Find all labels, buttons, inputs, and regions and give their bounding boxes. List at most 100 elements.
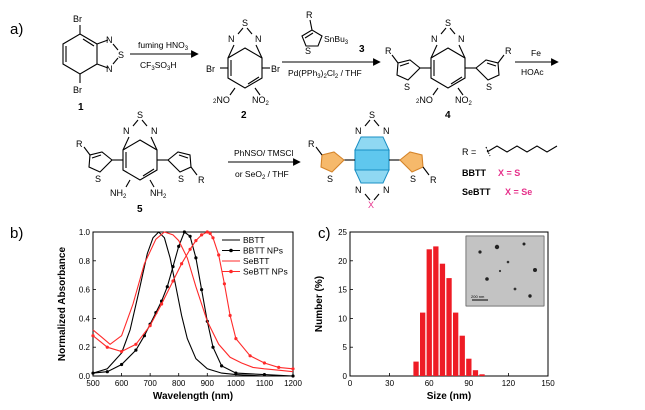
data-point-sebtt-nps: [248, 354, 252, 358]
atom-n: N: [431, 34, 438, 44]
data-point-bbtt-nps: [182, 230, 186, 234]
data-point-bbtt-nps: [291, 374, 295, 378]
svg-text:PhNSO/ TMSCl: PhNSO/ TMSCl: [234, 148, 293, 158]
panel-label-a: a): [10, 21, 23, 38]
data-point-bbtt-nps: [171, 265, 175, 269]
atom-s: S: [445, 18, 451, 28]
data-point-sebtt-nps: [160, 302, 164, 306]
data-point-sebtt-nps: [134, 342, 138, 346]
size-y-tick-label: 25: [338, 228, 347, 237]
atom-n: N: [123, 126, 130, 136]
data-point-sebtt-nps: [262, 361, 266, 365]
reaction-arrow-1: fuming HNO3 CF3SO3H: [130, 40, 199, 72]
abs-x-tick-label: 1200: [284, 379, 302, 388]
data-point-sebtt-nps: [291, 367, 295, 371]
sebtt-x-definition: X = Se: [505, 187, 532, 197]
compound-label-1: 1: [78, 102, 84, 113]
data-point-bbtt-nps: [91, 371, 95, 375]
data-point-bbtt-nps: [165, 285, 169, 289]
data-point-bbtt-nps: [105, 370, 109, 374]
compound-label-4: 4: [445, 110, 451, 121]
size-x-tick-label: 0: [348, 379, 353, 388]
data-point-sebtt-nps: [211, 236, 215, 240]
atom-s: S: [95, 174, 101, 184]
histogram-bar: [413, 361, 419, 376]
data-point-bbtt-nps: [120, 362, 124, 367]
atom-r: R: [308, 139, 315, 149]
product-btt: N N S N N X S R S R: [308, 110, 437, 210]
data-point-sebtt-nps: [105, 345, 109, 349]
size-y-tick-label: 15: [338, 286, 347, 295]
histogram-bar: [420, 312, 426, 376]
size-y-tick-label: 10: [338, 314, 347, 323]
r-group-legend: R = BBTT X = S SeBTT X = Se: [462, 145, 558, 197]
size-y-tick-label: 20: [338, 257, 347, 266]
atom-br: Br: [73, 85, 82, 95]
series-line-sebtt-nps: [92, 231, 294, 370]
atom-r: R: [306, 10, 313, 20]
data-point-bbtt-nps: [177, 244, 181, 248]
histogram-bar: [433, 246, 439, 376]
atom-n: N: [106, 64, 113, 74]
data-point-sebtt-nps: [208, 231, 212, 235]
data-point-bbtt-nps: [234, 371, 238, 375]
atom-n: N: [228, 34, 235, 44]
tributyltin-group: SnBu3: [324, 34, 349, 46]
data-point-sebtt-nps: [222, 282, 226, 286]
compound-label-2: 2: [241, 110, 247, 121]
compound-label-5: 5: [137, 204, 143, 215]
size-x-tick-label: 30: [385, 379, 394, 388]
histogram-bar: [459, 335, 465, 376]
sebtt-name: SeBTT: [462, 187, 491, 197]
amine-group: NH2: [150, 188, 167, 200]
atom-s: S: [118, 50, 124, 60]
data-point-sebtt-nps: [217, 253, 221, 257]
atom-br: Br: [206, 64, 215, 74]
nitro-group: NO2: [455, 95, 473, 107]
svg-text:Fe: Fe: [531, 48, 541, 58]
y-axis-label: Number (%): [314, 276, 325, 332]
svg-text:Pd(PPh3)2Cl2 / THF: Pd(PPh3)2Cl2 / THF: [288, 68, 362, 80]
abs-x-tick-label: 800: [172, 379, 186, 388]
abs-x-tick-label: 700: [143, 379, 157, 388]
svg-text:CF3SO3H: CF3SO3H: [140, 60, 176, 72]
data-point-sebtt-nps: [200, 233, 204, 237]
data-point-sebtt-nps: [277, 365, 281, 369]
legend-label-sebtt-nps: SeBTT NPs: [243, 267, 288, 277]
tem-inset-image: 200 nm: [465, 235, 545, 307]
reaction-arrow-4: PhNSO/ TMSCl or SeO2 / THF: [228, 148, 301, 181]
atom-s: S: [369, 110, 375, 120]
abs-y-tick-label: 0.4: [79, 314, 91, 323]
abs-y-tick-label: 0.6: [79, 286, 91, 295]
size-x-tick-label: 150: [541, 379, 555, 388]
data-point-bbtt-nps: [134, 348, 138, 352]
size-distribution-chart: 0 30 60 90 120 150 0 5 10 15 20 25 200 nm Size (nm)…: [314, 228, 555, 402]
nitro-group: 2NO: [213, 95, 230, 105]
size-x-tick-label: 120: [502, 379, 516, 388]
abs-y-tick-label: 0.0: [79, 372, 91, 381]
series-line-sebtt: [92, 231, 294, 373]
histogram-bar: [426, 249, 432, 376]
atom-r: R: [430, 175, 437, 185]
histogram-bar: [466, 358, 472, 376]
atom-r: R: [76, 139, 83, 149]
reaction-arrow-2: Pd(PPh3)2Cl2 / THF: [282, 58, 381, 80]
size-y-tick-label: 0: [343, 372, 348, 381]
atom-n: N: [383, 126, 390, 136]
compound-5: N N S S R S R NH2 NH2 5: [76, 110, 205, 215]
abs-x-tick-label: 900: [201, 379, 215, 388]
y-axis-label: Normalized Absorbance: [57, 247, 68, 362]
compound-2: N N S Br Br 2NO NO2 2: [206, 18, 280, 121]
bbtt-name: BBTT: [462, 168, 486, 178]
data-point-sebtt-nps: [171, 279, 175, 283]
svg-text:or SeO2 / THF: or SeO2 / THF: [235, 169, 289, 181]
atom-s: S: [404, 82, 410, 92]
atom-n: N: [355, 126, 362, 136]
histogram-bar: [439, 263, 446, 376]
legend-marker-sebtt-nps: [229, 269, 233, 274]
size-x-tick-label: 90: [464, 379, 473, 388]
reaction-arrow-3: Fe HOAc: [515, 48, 559, 77]
data-point-sebtt-nps: [205, 230, 209, 234]
